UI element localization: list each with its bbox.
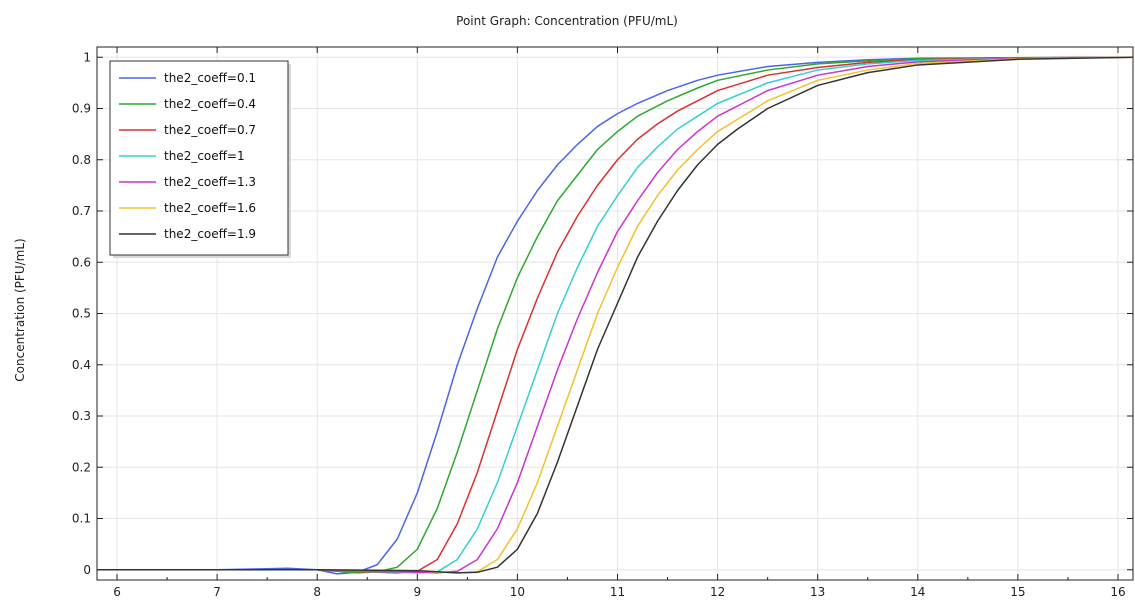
x-tick-label: 13 [810,585,825,599]
x-tick-label: 10 [510,585,525,599]
y-tick-label: 1 [83,50,91,64]
x-tick-label: 9 [413,585,421,599]
y-tick-label: 0.6 [72,255,91,269]
x-tick-labels: 6 7 8 9 10 11 12 13 14 15 16 [113,585,1125,599]
x-tick-label: 12 [710,585,725,599]
y-tick-label: 0.1 [72,512,91,526]
legend-entry-label: the2_coeff=1.6 [164,201,256,215]
legend-entry-label: the2_coeff=0.7 [164,123,256,137]
x-tick-label: 11 [610,585,625,599]
legend-entry-label: the2_coeff=1.3 [164,175,256,189]
x-tick-label: 14 [910,585,925,599]
y-axis-label: Concentration (PFU/mL) [13,238,27,381]
series-line-7 [97,56,1134,574]
legend: the2_coeff=0.1 the2_coeff=0.4 the2_coeff=0… [109,60,291,258]
legend-box [109,60,289,256]
y-tick-label: 0.9 [72,102,91,116]
y-tick-label: 0.2 [72,460,91,474]
y-tick-label: 0 [83,563,91,577]
legend-entry-label: the2_coeff=1 [164,149,245,163]
y-tick-label: 0.3 [72,409,91,423]
x-tick-label: 7 [213,585,221,599]
y-tick-labels: 0 0.1 0.2 0.3 0.4 0.5 0.6 0.7 0.8 0.9 1 [72,50,91,577]
legend-entry-label: the2_coeff=0.4 [164,97,256,111]
x-tick-label: 6 [113,585,121,599]
chart-title: Point Graph: Concentration (PFU/mL) [456,14,678,28]
grid [97,47,1133,580]
y-tick-label: 0.8 [72,153,91,167]
y-tick-label: 0.4 [72,358,91,372]
legend-entry-label: the2_coeff=1.9 [164,227,256,241]
x-tick-label: 8 [313,585,321,599]
series-lines [97,56,1134,575]
x-tick-label: 15 [1010,585,1025,599]
y-tick-label: 0.5 [72,307,91,321]
legend-entry-label: the2_coeff=0.1 [164,71,256,85]
series-line-1 [97,56,1134,575]
x-tick-label: 16 [1110,585,1125,599]
y-tick-label: 0.7 [72,204,91,218]
